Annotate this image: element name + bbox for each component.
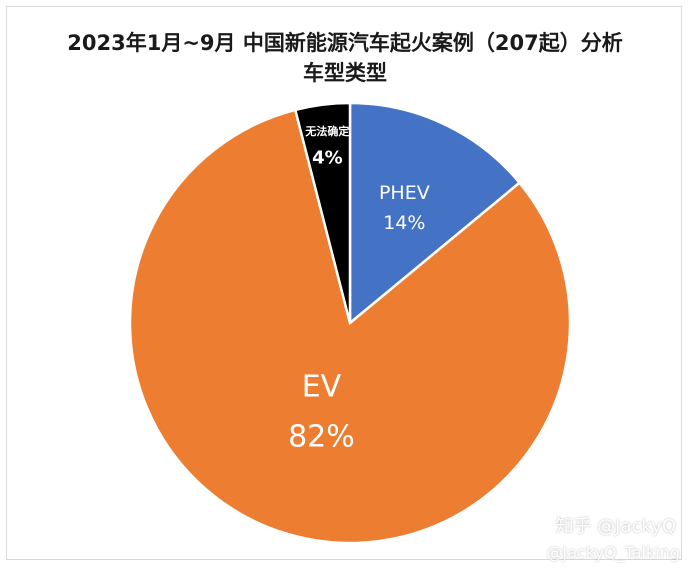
slice-label-unknown: 无法确定 bbox=[304, 124, 349, 138]
slice-label-ev: EV bbox=[302, 369, 342, 404]
slice-value-ev: 82% bbox=[288, 419, 355, 454]
pie-slice-unknown bbox=[293, 101, 352, 324]
chart-subtitle: 车型类型 bbox=[303, 61, 387, 85]
pie-slice-ev bbox=[128, 108, 572, 545]
slice-value-unknown: 4% bbox=[312, 147, 343, 168]
slice-label-phev: PHEV bbox=[379, 182, 430, 204]
chart-title: 2023年1月~9月 中国新能源汽车起火案例（207起）分析 bbox=[67, 31, 623, 55]
chart-title-block: 2023年1月~9月 中国新能源汽车起火案例（207起）分析 车型类型 bbox=[0, 28, 690, 88]
watermark-weibo: @JackyQ_Talking bbox=[546, 543, 680, 562]
watermark-zhihu: 知乎 @JackyQ bbox=[555, 516, 676, 537]
chart-frame bbox=[6, 6, 682, 560]
pie-slice-phev bbox=[348, 101, 522, 326]
slice-value-phev: 14% bbox=[383, 212, 425, 234]
